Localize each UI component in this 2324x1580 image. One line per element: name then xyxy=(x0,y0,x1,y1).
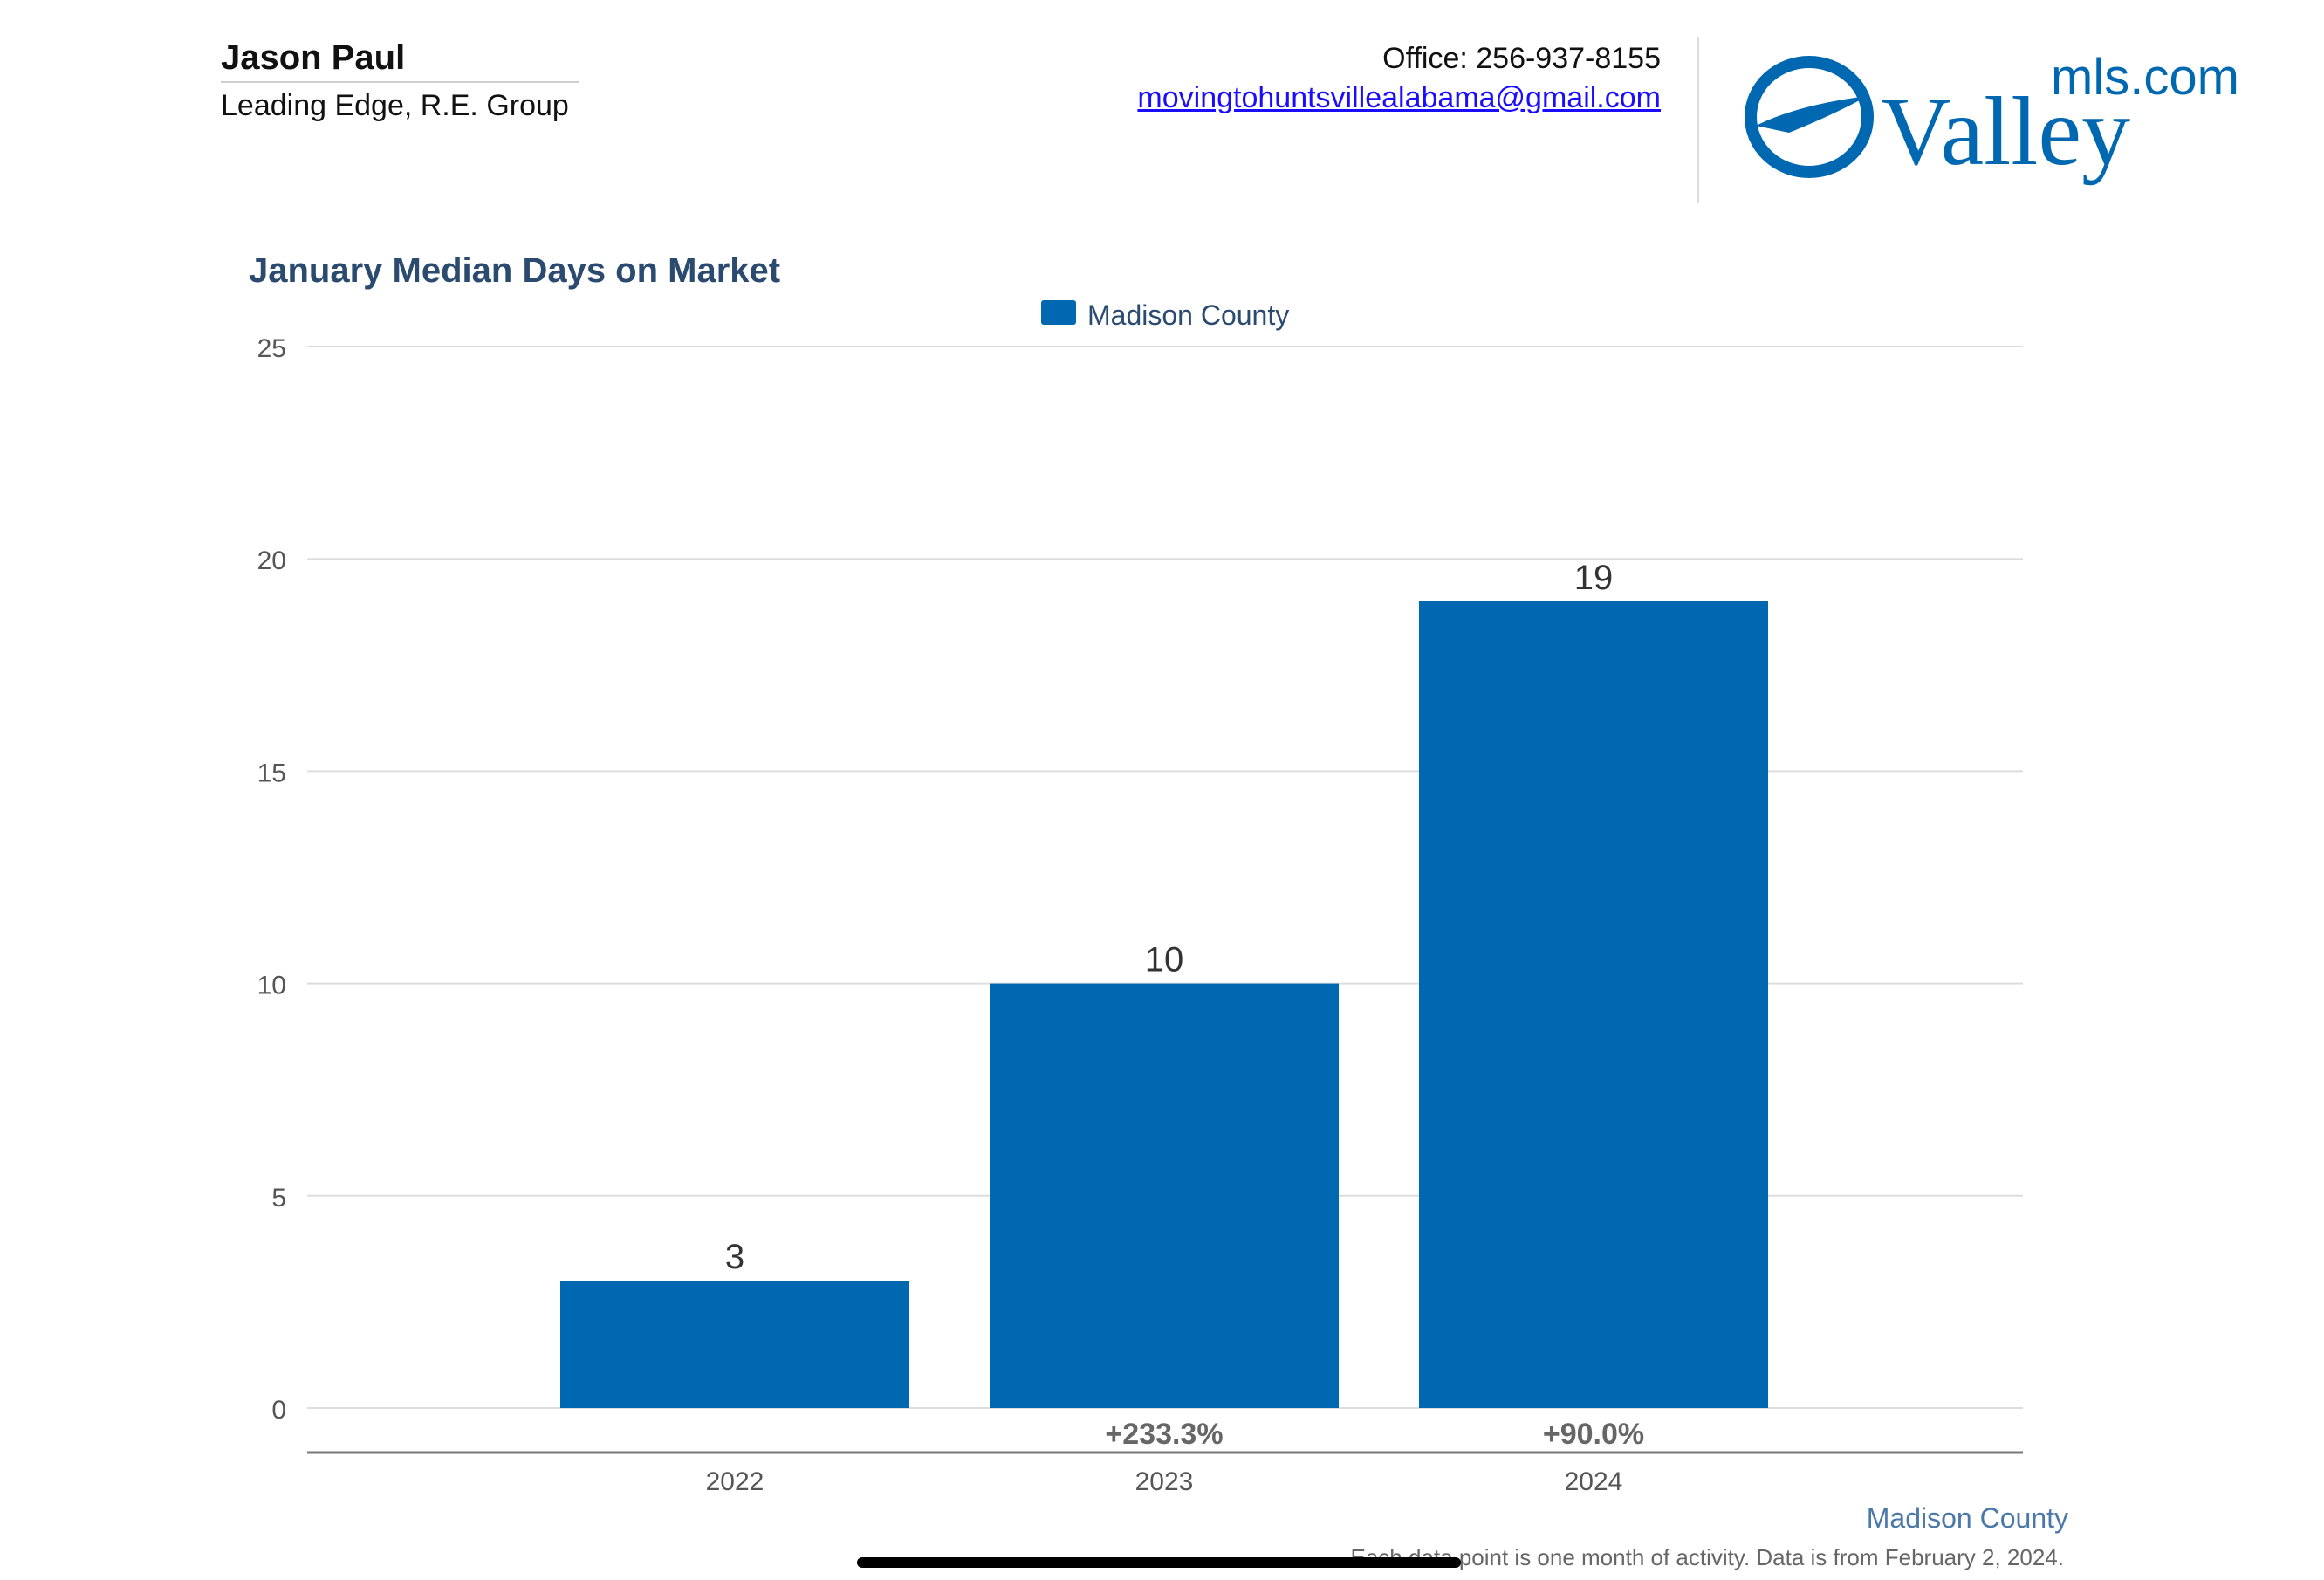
bar-2022 xyxy=(560,1281,909,1408)
y-tick-label: 5 xyxy=(271,1184,286,1212)
home-indicator[interactable] xyxy=(857,1557,1461,1568)
change-label: +90.0% xyxy=(1543,1418,1644,1451)
chart-footnote: Each data point is one month of activity… xyxy=(1351,1544,2065,1570)
y-tick-label: 10 xyxy=(257,972,286,1000)
office-phone: Office: 256-937-8155 xyxy=(1382,42,1661,75)
header-divider xyxy=(1697,37,1699,203)
valleymls-logo: Valley mls.com xyxy=(1745,49,2239,186)
change-label: +233.3% xyxy=(1105,1418,1223,1451)
bar-2023 xyxy=(990,983,1339,1408)
bar-2024 xyxy=(1419,601,1768,1408)
y-tick-label: 25 xyxy=(257,334,286,363)
legend-swatch xyxy=(1041,300,1076,325)
bar-value-label: 19 xyxy=(1574,559,1614,597)
x-tick-label: 2022 xyxy=(706,1467,764,1496)
chart-title: January Median Days on Market xyxy=(249,251,780,290)
x-tick-label: 2024 xyxy=(1565,1467,1623,1496)
bar-value-label: 3 xyxy=(725,1238,744,1276)
logo-wordmark: Valley xyxy=(1881,78,2130,186)
logo-swoosh-icon xyxy=(1756,96,1868,133)
y-tick-label: 0 xyxy=(271,1396,286,1425)
agent-company: Leading Edge, R.E. Group xyxy=(221,89,569,122)
x-tick-label: 2023 xyxy=(1135,1467,1194,1496)
agent-name: Jason Paul xyxy=(221,38,406,77)
y-tick-label: 20 xyxy=(257,546,286,575)
legend-label: Madison County xyxy=(1087,299,1289,331)
logo-suffix: mls.com xyxy=(2051,49,2239,106)
bar-value-label: 10 xyxy=(1145,941,1184,979)
logo-emblem-icon xyxy=(1745,56,1874,178)
email-link[interactable]: movingtohuntsvillealabama@gmail.com xyxy=(1137,81,1661,114)
y-tick-label: 15 xyxy=(257,759,286,787)
footer-region-label: Madison County xyxy=(1867,1502,2068,1534)
agent-divider xyxy=(221,81,579,83)
